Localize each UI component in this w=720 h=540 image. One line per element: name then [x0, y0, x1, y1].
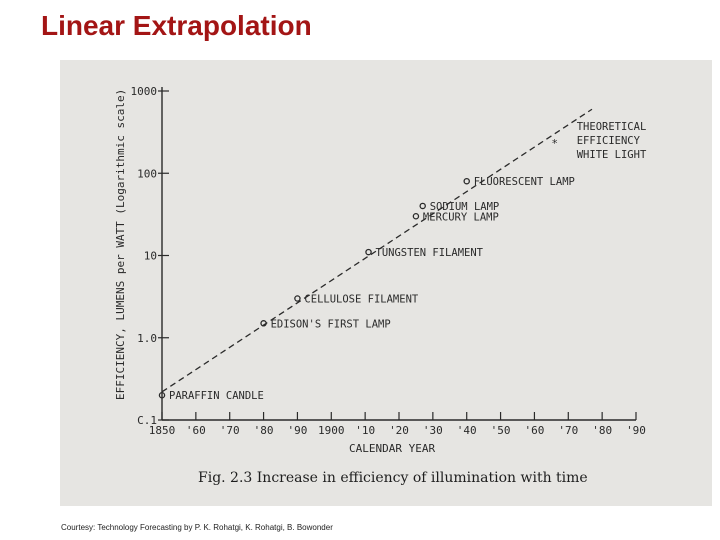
data-point-label: SODIUM LAMP: [430, 201, 500, 213]
x-tick-label: '50: [491, 424, 511, 437]
y-tick-label: 1000: [131, 85, 158, 98]
x-tick-label: '60: [186, 424, 206, 437]
data-point-label: EDISON'S FIRST LAMP: [271, 318, 391, 330]
x-tick-label: '40: [457, 424, 477, 437]
data-point-label: MERCURY LAMP: [423, 211, 499, 223]
scanned-figure: [60, 60, 712, 506]
marks: PARAFFIN CANDLE EDISON'S FIRST LAMP CELLUL…: [158, 108, 647, 402]
data-point: [365, 248, 372, 256]
x-tick-label: '70: [558, 424, 578, 437]
data-point-label: PARAFFIN CANDLE: [169, 390, 264, 402]
data-point: [419, 202, 426, 210]
theoretical-marker: *: [551, 137, 558, 150]
x-tick-label: '70: [220, 424, 240, 437]
x-tick-label: '90: [626, 424, 646, 437]
x-tick-label: '30: [423, 424, 443, 437]
data-point: [294, 295, 301, 302]
y-axis-label: EFFICIENCY, LUMENS per WATT (Logarithmic…: [114, 89, 127, 400]
data-point: [463, 177, 470, 185]
y-tick-label: 1.0: [137, 332, 157, 345]
x-tick-label: '20: [389, 424, 409, 437]
theoretical-label-line: THEORETICAL: [577, 121, 647, 133]
theoretical-label-line: EFFICIENCY: [577, 135, 641, 147]
slide-title: Linear Extrapolation: [41, 10, 312, 41]
x-tick-label: '10: [355, 424, 375, 437]
data-point-label: TUNGSTEN FILAMENT: [376, 247, 484, 259]
x-tick-label: 1900: [318, 424, 345, 437]
figure-caption: Fig. 2.3 Increase in efficiency of illum…: [198, 470, 588, 486]
y-tick-label: 10: [144, 250, 157, 263]
y-tick-label: C.1: [137, 414, 157, 427]
x-tick-label: '80: [254, 424, 274, 437]
trend-line: [161, 108, 593, 393]
data-point: [412, 213, 420, 220]
x-tick-label: '80: [592, 424, 612, 437]
y-tick-label: 100: [137, 167, 157, 180]
x-axis-label: CALENDAR YEAR: [349, 442, 435, 455]
x-tick-label: '90: [287, 424, 307, 437]
data-point: [260, 320, 267, 327]
data-point-label: FLUORESCENT LAMP: [474, 176, 575, 188]
x-tick-label: 1850: [149, 424, 176, 437]
x-tick-label: '60: [524, 424, 544, 437]
source-credit: Courtesy: Technology Forecasting by P. K…: [61, 523, 333, 532]
ticks: C.1 1.0 10 100 1000 1850 '60 '70 '80 '90 1900 '10 '2…: [131, 85, 646, 437]
data-point-label: CELLULOSE FILAMENT: [304, 294, 418, 306]
data-point: [158, 391, 166, 399]
theoretical-label-line: WHITE LIGHT: [577, 149, 647, 161]
